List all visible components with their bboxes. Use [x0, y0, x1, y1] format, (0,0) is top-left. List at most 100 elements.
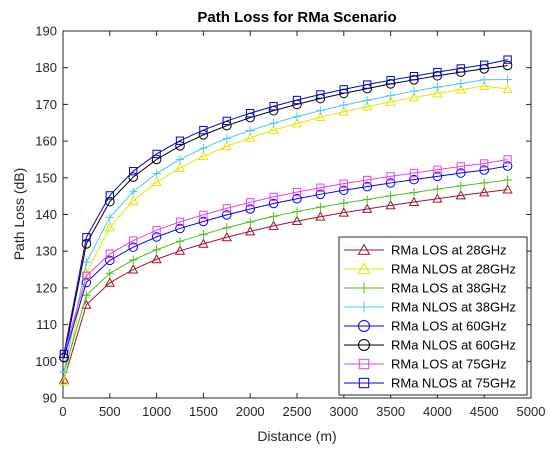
data-point-marker	[408, 92, 420, 102]
data-point-marker	[151, 154, 162, 165]
data-point-marker	[105, 191, 114, 200]
series-3	[59, 175, 512, 377]
data-point-marker	[432, 193, 443, 203]
data-point-marker	[358, 320, 370, 332]
data-point-marker	[175, 217, 185, 226]
data-point-marker	[409, 174, 419, 185]
data-point-marker	[246, 109, 255, 118]
data-point-marker	[82, 271, 91, 280]
legend-entry: RMa LOS at 75GHz	[344, 357, 507, 372]
data-point-marker	[221, 140, 232, 151]
y-tick-label: 110	[36, 317, 57, 332]
data-point-marker	[221, 231, 232, 242]
data-point-marker	[338, 207, 349, 217]
x-tick-label: 4500	[470, 404, 499, 419]
x-tick-label: 500	[99, 404, 121, 419]
data-point-marker	[455, 84, 466, 94]
data-point-marker	[292, 207, 302, 216]
series-8	[59, 55, 512, 359]
series-1	[58, 184, 513, 384]
data-point-marker	[175, 236, 185, 246]
legend-label: RMa LOS at 38GHz	[391, 281, 507, 296]
series-7	[59, 155, 512, 359]
data-point-marker	[358, 358, 370, 370]
data-point-marker	[409, 188, 419, 197]
legend-label: RMa NLOS at 38GHz	[391, 300, 516, 315]
data-point-marker	[151, 253, 162, 264]
data-point-marker	[128, 255, 138, 265]
data-point-marker	[503, 55, 512, 64]
data-point-marker	[291, 215, 303, 226]
y-tick-label: 100	[35, 354, 57, 369]
data-point-marker	[432, 171, 443, 182]
data-point-marker	[363, 175, 372, 185]
data-point-marker	[480, 159, 489, 168]
data-point-marker	[409, 86, 419, 96]
data-point-marker	[104, 277, 115, 287]
data-point-marker	[433, 82, 442, 92]
data-point-marker	[291, 118, 303, 128]
x-tick-label: 0	[59, 404, 66, 419]
data-point-marker	[82, 257, 91, 267]
data-point-marker	[268, 198, 279, 209]
data-point-marker	[129, 167, 138, 176]
data-point-marker	[503, 175, 512, 185]
data-point-marker	[105, 196, 115, 207]
legend-label: RMa LOS at 28GHz	[391, 243, 507, 258]
data-point-marker	[105, 213, 115, 222]
data-point-marker	[222, 116, 231, 126]
data-point-marker	[339, 185, 349, 196]
data-point-marker	[292, 112, 302, 121]
data-point-marker	[409, 75, 419, 85]
data-point-marker	[268, 124, 279, 135]
data-point-marker	[480, 60, 489, 69]
legend-entry: RMa NLOS at 75GHz	[344, 376, 516, 391]
y-tick-label: 120	[35, 280, 57, 295]
data-point-marker	[433, 165, 442, 174]
data-point-marker	[362, 101, 373, 111]
data-point-marker	[128, 187, 138, 197]
data-point-marker	[357, 262, 371, 274]
data-point-marker	[479, 178, 489, 188]
data-point-marker	[362, 181, 373, 192]
legend: RMa LOS at 28GHz RMa NLOS at 28GHz RMa LOS…	[338, 236, 528, 396]
data-point-marker	[358, 339, 370, 351]
data-point-marker	[292, 193, 302, 204]
data-point-marker	[292, 95, 302, 105]
y-tick-label: 170	[35, 97, 57, 112]
data-point-marker	[315, 211, 326, 221]
data-point-marker	[105, 255, 115, 266]
data-point-marker	[81, 277, 92, 288]
series-line	[63, 189, 508, 380]
data-point-marker	[199, 143, 208, 153]
data-point-marker	[362, 203, 373, 213]
data-point-marker	[455, 190, 466, 200]
data-point-marker	[175, 141, 185, 151]
x-tick-label: 2500	[283, 404, 312, 419]
data-point-marker	[432, 88, 443, 98]
data-point-marker	[245, 204, 255, 214]
data-point-marker	[151, 232, 162, 242]
data-point-marker	[432, 70, 443, 81]
data-point-marker	[339, 85, 348, 94]
x-tick-label: 1000	[142, 404, 171, 419]
data-point-marker	[104, 222, 115, 232]
data-point-marker	[385, 96, 396, 106]
legend-label: RMa LOS at 75GHz	[391, 357, 507, 372]
data-point-marker	[456, 64, 465, 73]
data-point-marker	[316, 90, 325, 99]
series-line	[63, 85, 508, 382]
data-point-marker	[386, 172, 395, 181]
data-point-marker	[152, 226, 161, 235]
data-point-marker	[245, 132, 256, 142]
data-point-marker	[246, 198, 255, 207]
x-tick-label: 2000	[236, 404, 265, 419]
legend-entry: RMa LOS at 60GHz	[344, 319, 507, 334]
data-point-marker	[502, 184, 513, 194]
y-tick-label: 150	[35, 170, 57, 185]
data-point-marker	[479, 80, 490, 90]
data-point-marker	[339, 198, 349, 208]
series-5	[59, 161, 513, 363]
data-point-marker	[357, 243, 371, 255]
series-2	[58, 80, 513, 386]
